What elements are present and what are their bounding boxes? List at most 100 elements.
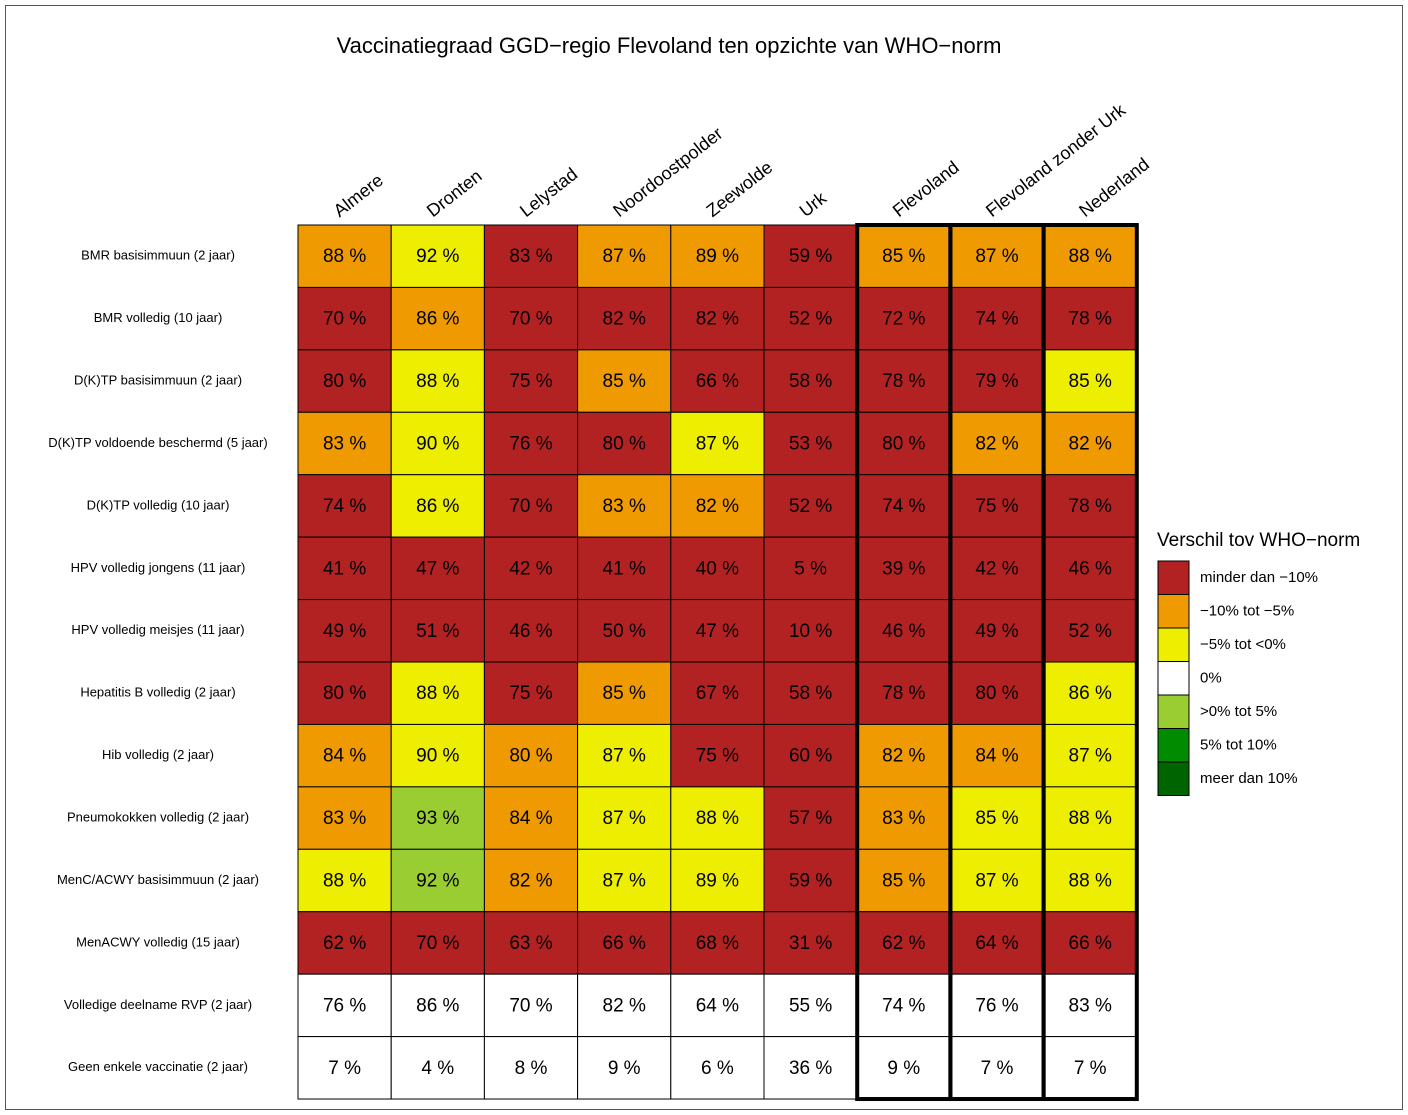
cell-label: 52 % <box>1069 621 1112 642</box>
cell-label: 82 % <box>696 309 739 330</box>
cell-label: 74 % <box>975 309 1018 330</box>
cell-label: 79 % <box>975 371 1018 392</box>
cell-label: 46 % <box>1069 558 1112 579</box>
cell-label: 72 % <box>882 309 925 330</box>
cell <box>577 411 672 476</box>
legend-label: −10% tot −5% <box>1200 602 1294 619</box>
cell <box>856 973 951 1038</box>
cell <box>856 536 951 601</box>
cell-label: 7 % <box>981 1058 1014 1079</box>
cell <box>297 973 392 1038</box>
cell-label: 84 % <box>509 808 552 829</box>
cell-label: 74 % <box>882 496 925 517</box>
cell-label: 58 % <box>789 683 832 704</box>
cell-label: 46 % <box>882 621 925 642</box>
cell-label: 85 % <box>882 246 925 267</box>
cell-label: 78 % <box>882 683 925 704</box>
cell-label: 9 % <box>608 1058 641 1079</box>
cell-label: 31 % <box>789 933 832 954</box>
cell-label: 80 % <box>323 371 366 392</box>
cell <box>297 411 392 476</box>
cell <box>577 224 672 288</box>
legend-swatch <box>1157 661 1190 696</box>
column-outline <box>1041 223 1139 1102</box>
cell <box>390 599 485 663</box>
cell <box>763 661 858 725</box>
cell-label: 46 % <box>509 621 552 642</box>
cell-label: 85 % <box>882 871 925 892</box>
cell-label: 75 % <box>696 746 739 767</box>
cell <box>297 224 392 288</box>
cell-label: 85 % <box>603 371 646 392</box>
cell <box>483 661 579 725</box>
cell <box>390 911 485 975</box>
cell-label: 70 % <box>323 309 366 330</box>
cell <box>763 536 858 601</box>
cell <box>297 786 392 850</box>
cell-label: 75 % <box>975 496 1018 517</box>
cell <box>856 286 951 351</box>
cell-label: 7 % <box>328 1058 361 1079</box>
cell-label: 74 % <box>882 995 925 1016</box>
cell-label: 59 % <box>789 246 832 267</box>
row-label: MenACWY volledig (15 jaar) <box>76 934 240 949</box>
row-label: D(K)TP volledig (10 jaar) <box>87 497 230 512</box>
cell-label: 83 % <box>323 434 366 455</box>
cell-label: 90 % <box>416 434 459 455</box>
cell <box>483 1036 579 1100</box>
cell-label: 76 % <box>509 434 552 455</box>
cell-label: 89 % <box>696 871 739 892</box>
cell-label: 49 % <box>323 621 366 642</box>
cell-label: 85 % <box>1069 371 1112 392</box>
cell-label: 88 % <box>1069 871 1112 892</box>
cell-label: 39 % <box>882 558 925 579</box>
cell <box>763 1036 858 1100</box>
cell <box>483 911 579 975</box>
cell-label: 52 % <box>789 309 832 330</box>
cell <box>856 911 951 975</box>
cell-label: 60 % <box>789 746 832 767</box>
cell <box>297 599 392 663</box>
cell-label: 41 % <box>323 558 366 579</box>
cell-label: 87 % <box>975 246 1018 267</box>
cell-label: 53 % <box>789 434 832 455</box>
cell <box>670 349 765 413</box>
cell-label: 68 % <box>696 933 739 954</box>
cell <box>856 224 951 288</box>
legend-label: −5% tot <0% <box>1200 636 1286 653</box>
row-label: D(K)TP voldoende beschermd (5 jaar) <box>48 435 267 450</box>
cell <box>390 973 485 1038</box>
cell-label: 88 % <box>1069 246 1112 267</box>
cell-label: 58 % <box>789 371 832 392</box>
cell-label: 52 % <box>789 496 832 517</box>
cell-label: 84 % <box>975 746 1018 767</box>
cell <box>297 911 392 975</box>
cell <box>670 723 765 788</box>
cell-label: 87 % <box>603 246 646 267</box>
cell-label: 87 % <box>975 871 1018 892</box>
row-label: Geen enkele vaccinatie (2 jaar) <box>68 1059 248 1074</box>
cell <box>763 349 858 413</box>
cell-label: 83 % <box>1069 995 1112 1016</box>
cell-label: 74 % <box>323 496 366 517</box>
cell <box>949 599 1045 663</box>
cell <box>670 224 765 288</box>
cell <box>1043 286 1138 351</box>
cell-label: 47 % <box>696 621 739 642</box>
cell <box>577 661 672 725</box>
legend-label: 0% <box>1200 669 1222 686</box>
row-label: Hepatitis B volledig (2 jaar) <box>80 685 235 700</box>
cell <box>670 786 765 850</box>
cell <box>856 661 951 725</box>
cell-label: 62 % <box>323 933 366 954</box>
cell-label: 88 % <box>323 246 366 267</box>
legend-swatch <box>1157 594 1190 629</box>
cell-label: 78 % <box>882 371 925 392</box>
cell <box>1043 848 1138 913</box>
cell-label: 70 % <box>509 309 552 330</box>
cell <box>577 723 672 788</box>
cell-label: 78 % <box>1069 496 1112 517</box>
legend-swatch <box>1157 694 1190 729</box>
cell <box>390 286 485 351</box>
